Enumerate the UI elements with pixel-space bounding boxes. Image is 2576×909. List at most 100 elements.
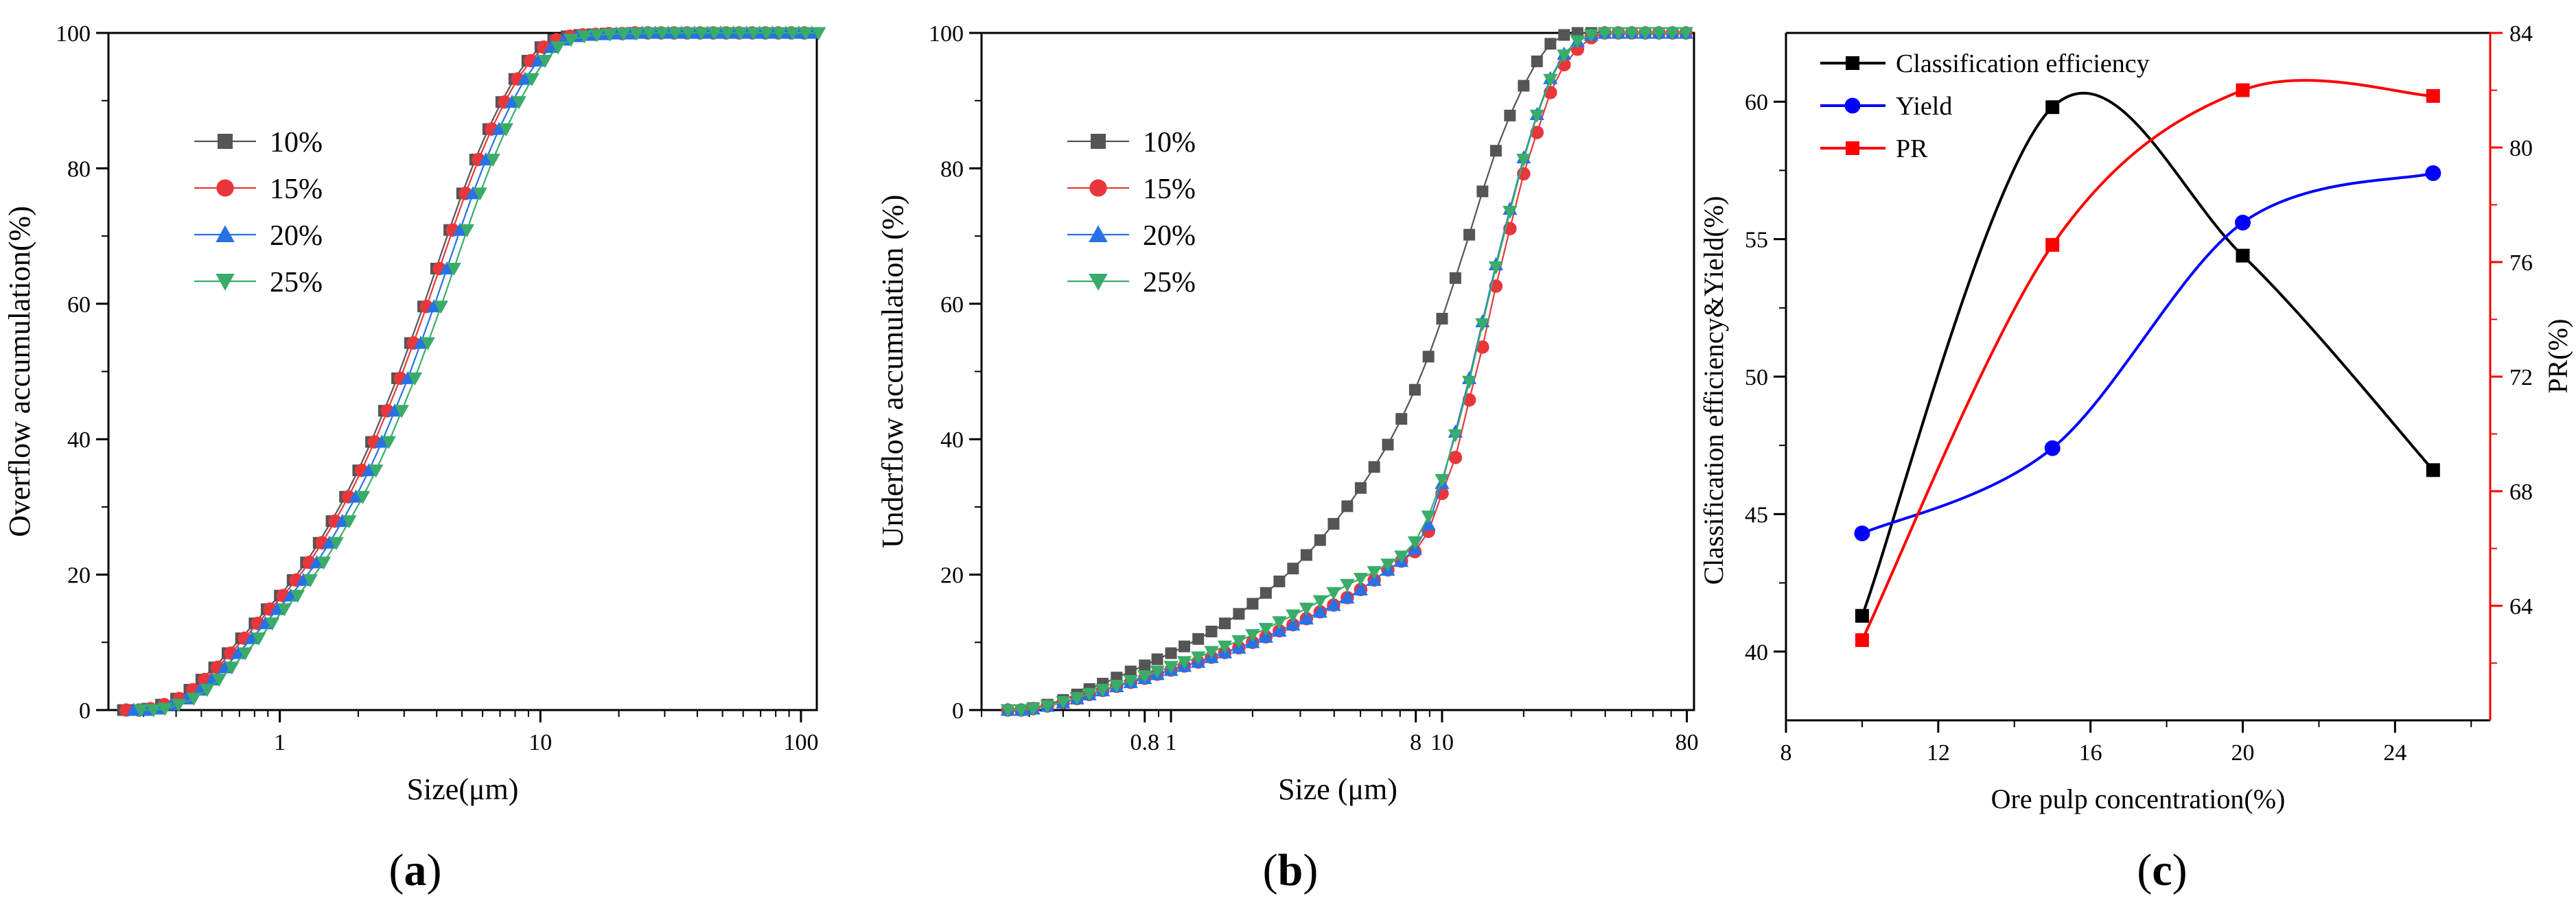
a-y-axis-title: Overflow accumulation(%) <box>3 206 36 537</box>
a-x-tick-label: 100 <box>783 730 818 755</box>
a-data-point <box>342 515 357 529</box>
b-y-tick-label: 40 <box>940 427 964 453</box>
b-data-point <box>1163 661 1179 674</box>
a-data-point <box>491 121 507 135</box>
c-series-curve <box>1861 172 2434 535</box>
a-data-point <box>329 536 344 550</box>
a-y-tick-label: 0 <box>79 698 91 724</box>
b-data-point <box>1531 55 1543 67</box>
a-data-point <box>524 73 539 86</box>
b-data-point <box>1341 500 1354 512</box>
a-data-point <box>537 54 553 69</box>
panel-label-c: (c) <box>2137 845 2187 895</box>
a-data-point <box>309 555 325 569</box>
b-data-point <box>1327 518 1340 530</box>
a-data-point <box>200 683 215 698</box>
a-data-point <box>420 337 435 351</box>
a-data-point <box>133 704 148 718</box>
a-data-point <box>511 96 526 110</box>
a-y-tick-label: 40 <box>67 427 91 453</box>
b-legend-label: 10% <box>1143 127 1196 158</box>
b-data-point <box>1246 598 1259 610</box>
b-data-point <box>1448 451 1463 464</box>
c-legend-marker <box>1846 141 1859 155</box>
a-x-tick-label: 10 <box>529 730 552 755</box>
a-data-point <box>362 462 377 477</box>
b-data-point <box>1570 35 1585 49</box>
b-data-point <box>1354 482 1367 494</box>
c-y-tick-label: 40 <box>1745 640 1768 665</box>
a-data-point <box>322 535 337 549</box>
a-data-point <box>642 27 657 40</box>
a-data-point <box>251 632 266 646</box>
b-x-tick-label: 0.8 <box>1130 730 1160 755</box>
b-data-point <box>1123 675 1138 689</box>
c-data-point <box>2426 88 2440 103</box>
a-data-point <box>211 674 227 687</box>
a-data-point <box>720 27 735 40</box>
b-legend-marker <box>1091 134 1106 149</box>
a-data-point <box>452 222 467 236</box>
b-y-tick-label: 100 <box>929 21 964 47</box>
a-data-point <box>518 71 533 85</box>
a-data-point <box>785 27 800 40</box>
b-data-point <box>1139 659 1151 672</box>
a-data-point <box>290 589 305 603</box>
b-data-point <box>1314 534 1326 546</box>
b-x-tick-label: 1 <box>1165 730 1177 755</box>
b-data-point <box>1109 679 1124 694</box>
a-y-tick-label: 100 <box>56 21 91 47</box>
b-data-point <box>1557 49 1572 63</box>
a-data-point <box>296 572 311 586</box>
panel-label-b: (b) <box>1263 845 1319 895</box>
a-data-point <box>446 262 461 276</box>
a-data-point <box>381 436 397 449</box>
b-data-point <box>1624 27 1639 40</box>
b-data-point <box>1124 665 1137 678</box>
b-data-point <box>1205 626 1218 638</box>
b-x-tick-label: 8 <box>1410 730 1422 755</box>
c-y-tick-label: 55 <box>1745 228 1768 253</box>
b-x-tick-label: 80 <box>1675 730 1699 755</box>
a-legend-marker <box>216 274 235 291</box>
b-data-point <box>1436 313 1448 325</box>
a-legend-label: 15% <box>270 174 323 205</box>
a-data-point <box>303 574 318 588</box>
b-legend-marker <box>1089 225 1108 242</box>
b-data-point <box>1449 272 1461 284</box>
b-y-tick-label: 60 <box>940 292 964 318</box>
a-data-point <box>616 27 631 41</box>
b-data-point <box>1367 572 1382 586</box>
a-data-point <box>413 335 428 349</box>
b-data-point <box>1151 653 1163 665</box>
b-legend-label: 15% <box>1143 174 1196 205</box>
c-data-point <box>2045 237 2060 252</box>
c-x-axis-title: Ore pulp concentration(%) <box>1991 783 2286 814</box>
b-data-point <box>1421 517 1436 531</box>
a-data-point <box>498 123 513 137</box>
b-data-point <box>1518 80 1530 92</box>
b-data-point <box>1204 646 1219 659</box>
c-y-tick-label: 60 <box>1745 90 1768 115</box>
a-data-point <box>531 53 546 67</box>
a-data-point <box>485 154 500 167</box>
a-legend-label: 20% <box>270 220 323 252</box>
a-data-point <box>746 27 761 40</box>
b-data-point <box>1407 536 1423 550</box>
c-data-point <box>2426 463 2440 477</box>
c-data-point <box>2236 248 2250 263</box>
a-y-tick-label: 60 <box>67 292 91 318</box>
c-x-tick-label: 12 <box>1927 740 1950 766</box>
c-y-axis-title: Classification efficiency&Yield(%) <box>1698 196 1729 585</box>
a-data-point <box>355 491 371 504</box>
c-legend-marker <box>1846 56 1859 70</box>
b-data-point <box>1367 566 1382 580</box>
b-data-point <box>1435 473 1450 488</box>
a-legend-label: 25% <box>270 267 323 298</box>
a-data-point <box>335 514 350 528</box>
a-x-axis-title: Size(μm) <box>407 772 519 806</box>
b-data-point <box>1299 611 1314 625</box>
c-legend-label: Yield <box>1896 92 1952 121</box>
a-data-point <box>126 703 141 716</box>
c-x-tick-label: 8 <box>1780 740 1792 766</box>
